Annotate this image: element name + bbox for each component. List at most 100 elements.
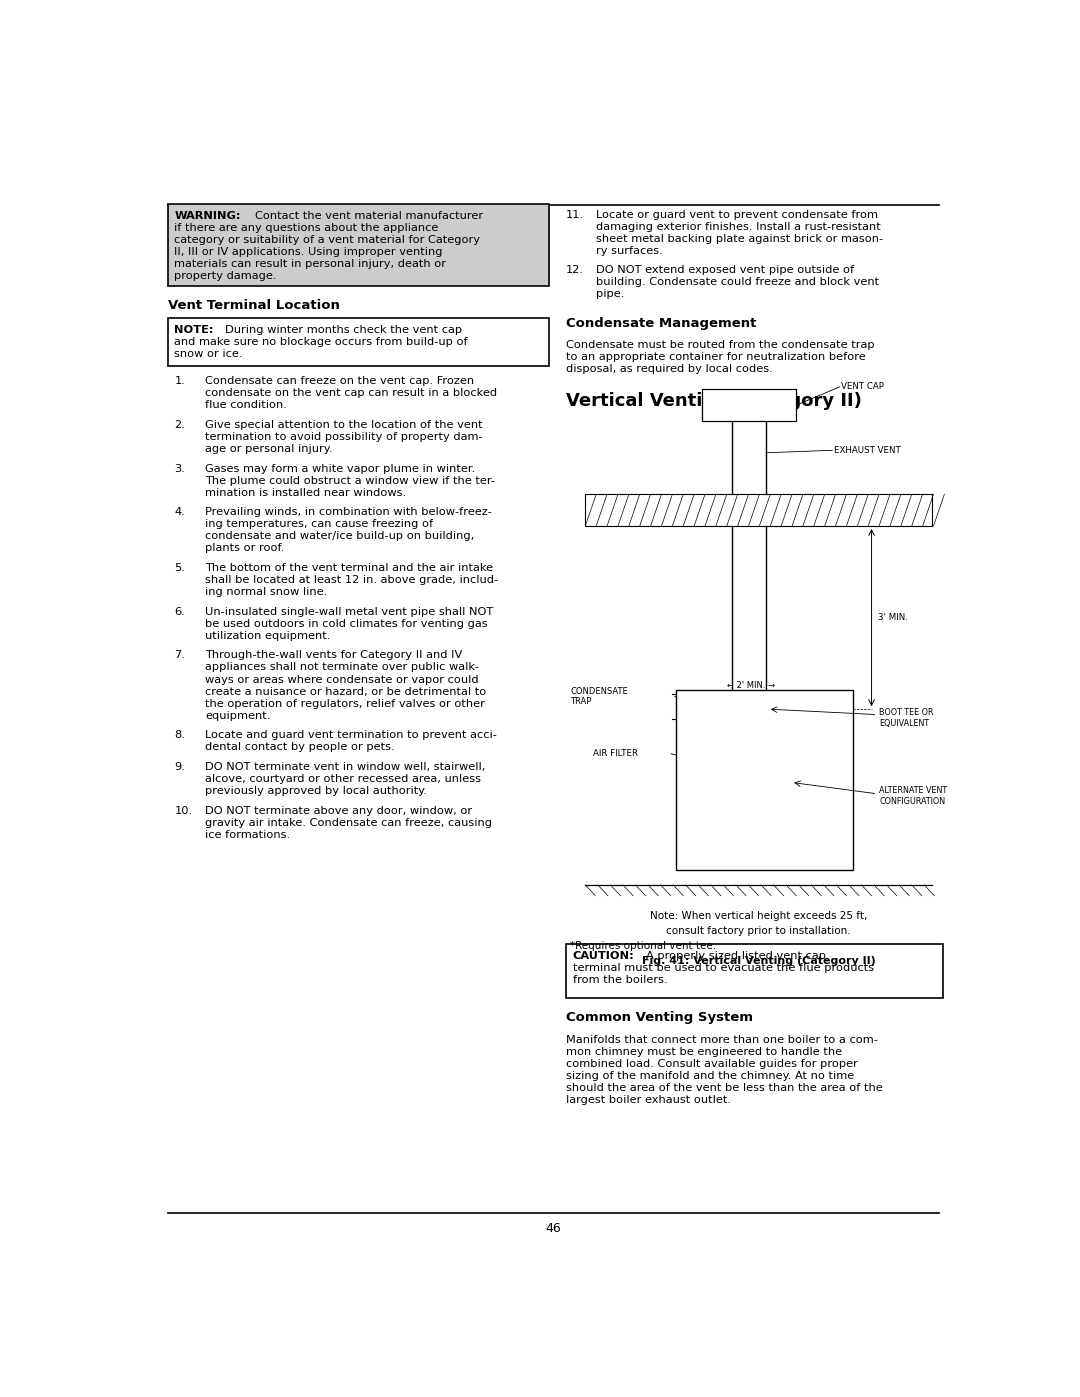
Bar: [702, 390, 796, 420]
Text: consult factory prior to installation.: consult factory prior to installation.: [666, 926, 851, 936]
FancyBboxPatch shape: [168, 319, 550, 366]
Text: termination to avoid possibility of property dam-: termination to avoid possibility of prop…: [205, 432, 483, 441]
Text: 3.: 3.: [174, 464, 185, 474]
Text: 10.: 10.: [174, 806, 192, 816]
Text: if there are any questions about the appliance: if there are any questions about the app…: [174, 222, 438, 233]
Text: 8.: 8.: [174, 731, 185, 740]
Text: be used outdoors in cold climates for venting gas: be used outdoors in cold climates for ve…: [205, 619, 488, 629]
Text: DO NOT terminate above any door, window, or: DO NOT terminate above any door, window,…: [205, 806, 472, 816]
Text: sizing of the manifold and the chimney. At no time: sizing of the manifold and the chimney. …: [566, 1070, 854, 1081]
Text: plants or roof.: plants or roof.: [205, 543, 285, 553]
Text: TRAP: TRAP: [570, 697, 592, 707]
Text: Condensate must be routed from the condensate trap: Condensate must be routed from the conde…: [566, 341, 875, 351]
Text: ing normal snow line.: ing normal snow line.: [205, 587, 327, 597]
Text: *Requires optional vent tee.: *Requires optional vent tee.: [570, 942, 716, 951]
Text: Common Venting System: Common Venting System: [566, 1011, 753, 1024]
Text: Vertical Venting (Category II): Vertical Venting (Category II): [566, 393, 862, 411]
Text: category or suitability of a vent material for Category: category or suitability of a vent materi…: [174, 235, 481, 244]
Text: shall be located at least 12 in. above grade, includ-: shall be located at least 12 in. above g…: [205, 576, 499, 585]
Text: Condensate Management: Condensate Management: [566, 317, 756, 330]
Text: damaging exterior finishes. Install a rust-resistant: damaging exterior finishes. Install a ru…: [596, 222, 881, 232]
Text: Give special attention to the location of the vent: Give special attention to the location o…: [205, 420, 483, 430]
Text: ing temperatures, can cause freezing of: ing temperatures, can cause freezing of: [205, 520, 433, 529]
Text: ALTERNATE VENT: ALTERNATE VENT: [879, 787, 947, 795]
Text: CONDENSATE: CONDENSATE: [570, 686, 627, 696]
Text: snow or ice.: snow or ice.: [174, 349, 243, 359]
Text: Manifolds that connect more than one boiler to a com-: Manifolds that connect more than one boi…: [566, 1035, 878, 1045]
Text: Prevailing winds, in combination with below-freez-: Prevailing winds, in combination with be…: [205, 507, 492, 517]
Text: should the area of the vent be less than the area of the: should the area of the vent be less than…: [566, 1083, 882, 1092]
Text: flue condition.: flue condition.: [205, 401, 287, 411]
Text: 4.: 4.: [174, 507, 185, 517]
Text: 9.: 9.: [174, 761, 185, 773]
Text: mination is installed near windows.: mination is installed near windows.: [205, 488, 406, 497]
Text: from the boilers.: from the boilers.: [572, 975, 667, 985]
Text: create a nuisance or hazard, or be detrimental to: create a nuisance or hazard, or be detri…: [205, 686, 487, 697]
Text: building. Condensate could freeze and block vent: building. Condensate could freeze and bl…: [596, 278, 879, 288]
Text: disposal, as required by local codes.: disposal, as required by local codes.: [566, 365, 773, 374]
Text: and make sure no blockage occurs from build-up of: and make sure no blockage occurs from bu…: [174, 337, 468, 346]
Text: BOOT TEE OR: BOOT TEE OR: [879, 708, 933, 717]
Text: Contact the vent material manufacturer: Contact the vent material manufacturer: [255, 211, 483, 221]
FancyBboxPatch shape: [566, 944, 943, 997]
Text: Un-insulated single-wall metal vent pipe shall NOT: Un-insulated single-wall metal vent pipe…: [205, 606, 494, 616]
Text: ry surfaces.: ry surfaces.: [596, 246, 663, 256]
Text: mon chimney must be engineered to handle the: mon chimney must be engineered to handle…: [566, 1046, 842, 1056]
Text: Condensate can freeze on the vent cap. Frozen: Condensate can freeze on the vent cap. F…: [205, 376, 474, 387]
Text: age or personal injury.: age or personal injury.: [205, 444, 333, 454]
Text: A properly sized listed vent cap: A properly sized listed vent cap: [647, 951, 826, 961]
Text: The plume could obstruct a window view if the ter-: The plume could obstruct a window view i…: [205, 476, 496, 486]
Text: II, III or IV applications. Using improper venting: II, III or IV applications. Using improp…: [174, 247, 443, 257]
Text: EXHAUST VENT: EXHAUST VENT: [834, 446, 901, 455]
Text: DO NOT extend exposed vent pipe outside of: DO NOT extend exposed vent pipe outside …: [596, 265, 854, 275]
Text: condensate and water/ice build-up on building,: condensate and water/ice build-up on bui…: [205, 531, 474, 542]
Text: AIR FILTER: AIR FILTER: [593, 749, 638, 757]
Text: largest boiler exhaust outlet.: largest boiler exhaust outlet.: [566, 1095, 731, 1105]
Text: 1.: 1.: [174, 376, 185, 387]
Text: VENT CAP: VENT CAP: [841, 383, 885, 391]
Text: dental contact by people or pets.: dental contact by people or pets.: [205, 742, 395, 752]
Text: CAUTION:: CAUTION:: [572, 951, 635, 961]
Text: materials can result in personal injury, death or: materials can result in personal injury,…: [174, 258, 446, 268]
Text: Note: When vertical height exceeds 25 ft,: Note: When vertical height exceeds 25 ft…: [650, 911, 867, 921]
Text: CONFIGURATION: CONFIGURATION: [879, 796, 945, 806]
Text: to an appropriate container for neutralization before: to an appropriate container for neutrali…: [566, 352, 866, 362]
Text: condensate on the vent cap can result in a blocked: condensate on the vent cap can result in…: [205, 388, 498, 398]
Text: property damage.: property damage.: [174, 271, 276, 281]
Text: Vent Terminal Location: Vent Terminal Location: [168, 299, 340, 312]
Text: NOTE:: NOTE:: [174, 324, 214, 335]
Text: Through-the-wall vents for Category II and IV: Through-the-wall vents for Category II a…: [205, 651, 462, 661]
Text: EQUIVALENT: EQUIVALENT: [879, 718, 929, 728]
Text: Fig. 41: Vertical Venting (Category II): Fig. 41: Vertical Venting (Category II): [642, 956, 876, 967]
Text: 12.: 12.: [566, 265, 584, 275]
Bar: [585, 495, 932, 527]
Text: 5.: 5.: [174, 563, 185, 573]
Text: previously approved by local authority.: previously approved by local authority.: [205, 787, 428, 796]
Bar: [676, 690, 853, 870]
Text: 11.: 11.: [566, 210, 584, 219]
Text: DO NOT terminate vent in window well, stairwell,: DO NOT terminate vent in window well, st…: [205, 761, 486, 773]
Text: During winter months check the vent cap: During winter months check the vent cap: [225, 324, 461, 335]
Text: alcove, courtyard or other recessed area, unless: alcove, courtyard or other recessed area…: [205, 774, 482, 784]
Text: sheet metal backing plate against brick or mason-: sheet metal backing plate against brick …: [596, 233, 883, 243]
Text: Locate or guard vent to prevent condensate from: Locate or guard vent to prevent condensa…: [596, 210, 878, 219]
Text: Locate and guard vent termination to prevent acci-: Locate and guard vent termination to pre…: [205, 731, 497, 740]
Text: WARNING:: WARNING:: [174, 211, 241, 221]
Text: appliances shall not terminate over public walk-: appliances shall not terminate over publ…: [205, 662, 480, 672]
Text: pipe.: pipe.: [596, 289, 624, 299]
Text: 6.: 6.: [174, 606, 185, 616]
Text: gravity air intake. Condensate can freeze, causing: gravity air intake. Condensate can freez…: [205, 817, 492, 827]
Text: 2.: 2.: [174, 420, 185, 430]
Text: terminal must be used to evacuate the flue products: terminal must be used to evacuate the fl…: [572, 963, 874, 972]
Text: 7.: 7.: [174, 651, 185, 661]
Text: 46: 46: [545, 1222, 562, 1235]
Text: ice formations.: ice formations.: [205, 830, 291, 840]
FancyBboxPatch shape: [168, 204, 550, 286]
Text: the operation of regulators, relief valves or other: the operation of regulators, relief valv…: [205, 698, 485, 708]
Text: combined load. Consult available guides for proper: combined load. Consult available guides …: [566, 1059, 858, 1069]
Text: Gases may form a white vapor plume in winter.: Gases may form a white vapor plume in wi…: [205, 464, 475, 474]
Text: ways or areas where condensate or vapor could: ways or areas where condensate or vapor …: [205, 675, 478, 685]
Text: equipment.: equipment.: [205, 711, 271, 721]
Text: The bottom of the vent terminal and the air intake: The bottom of the vent terminal and the …: [205, 563, 494, 573]
Text: 3' MIN.: 3' MIN.: [878, 613, 908, 622]
